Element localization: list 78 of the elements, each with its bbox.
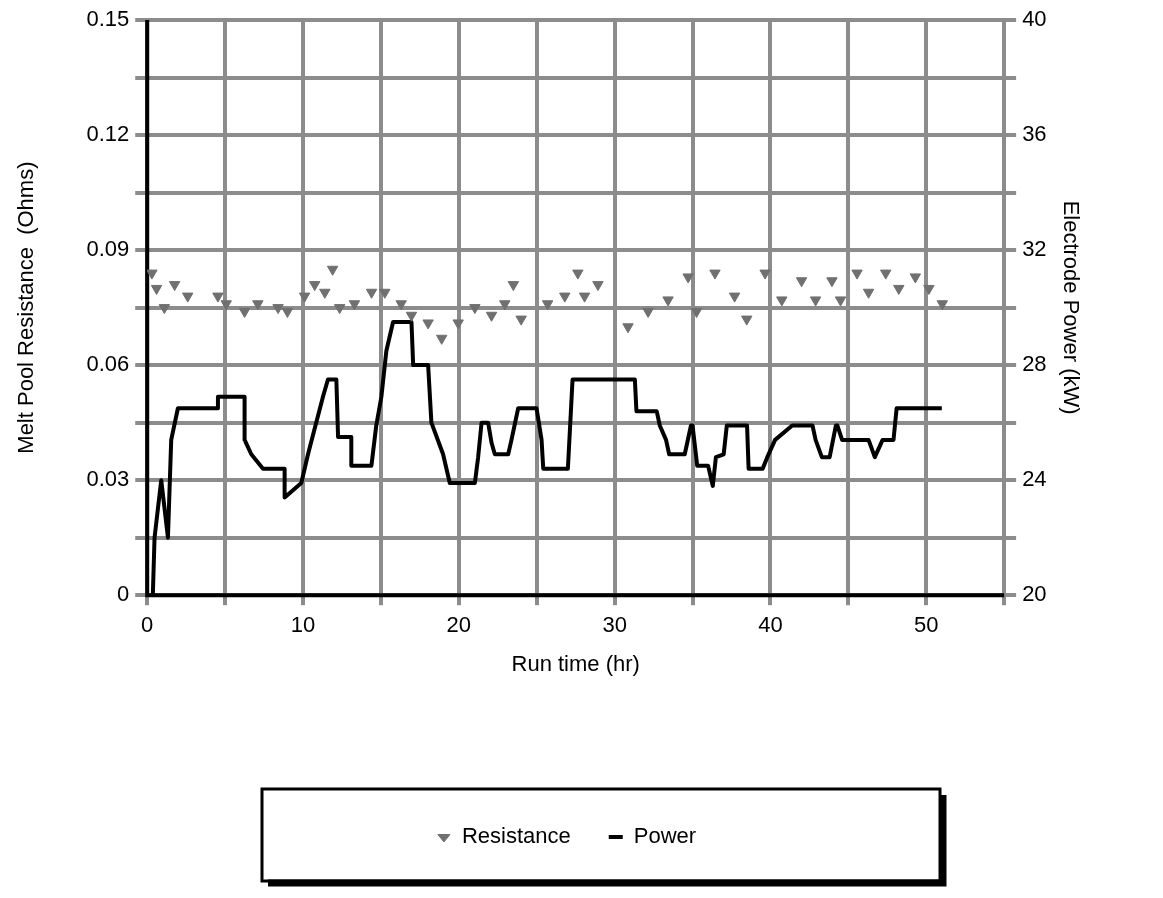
point [834, 296, 847, 307]
point [690, 307, 703, 318]
point [851, 269, 863, 280]
point [728, 292, 741, 303]
point [452, 319, 464, 330]
point [682, 273, 694, 284]
x-tick-label: 0 [141, 612, 154, 638]
x-axis-title: Run time (hr) [511, 650, 640, 676]
point [776, 296, 788, 307]
x-tick-label: 20 [446, 612, 472, 638]
point [795, 277, 808, 288]
y2-tick-label: 24 [1022, 466, 1047, 492]
point [319, 288, 331, 299]
x-tick-label: 30 [602, 612, 627, 638]
x-tick-label: 50 [913, 612, 939, 638]
point [281, 307, 294, 318]
point [365, 288, 378, 299]
y2-tick-label: 32 [1022, 236, 1047, 262]
point [893, 284, 905, 295]
x-tick-label: 10 [290, 612, 316, 638]
y2-tick-label: 40 [1022, 6, 1047, 32]
x-tick-label: 40 [758, 612, 783, 638]
point [379, 288, 391, 299]
y-tick-label: 0.15 [86, 6, 130, 32]
point [709, 269, 721, 280]
point [158, 304, 171, 315]
point [662, 296, 674, 307]
point [422, 319, 434, 330]
point [759, 269, 771, 280]
y2-axis-title: Electrode Power (kW) [1058, 200, 1084, 415]
point [182, 292, 194, 303]
point [485, 311, 498, 322]
y2-tick-label: 28 [1022, 351, 1047, 377]
y-tick-label: 0.12 [86, 121, 130, 147]
point [592, 281, 604, 292]
point [469, 304, 481, 315]
point [326, 265, 339, 276]
point [642, 307, 654, 318]
point [252, 300, 264, 311]
point [809, 296, 822, 307]
point [499, 300, 511, 311]
y-tick-label: 0.06 [86, 351, 130, 377]
point [272, 304, 284, 315]
point [923, 284, 935, 295]
point [309, 281, 321, 292]
point [936, 300, 948, 311]
point [212, 292, 224, 303]
point [559, 292, 571, 303]
point [741, 315, 753, 326]
point [405, 311, 418, 322]
point [622, 323, 634, 334]
point [220, 300, 232, 311]
point [541, 300, 554, 311]
legend-label: Resistance [461, 823, 571, 849]
point [880, 269, 892, 280]
point [515, 315, 527, 326]
legend-label: Power [633, 823, 697, 849]
point [150, 284, 163, 295]
point [572, 269, 584, 280]
point [862, 288, 875, 299]
y2-tick-label: 20 [1022, 581, 1047, 607]
point [333, 304, 346, 315]
y-tick-label: 0.09 [86, 236, 130, 262]
point [909, 273, 922, 284]
point [395, 300, 407, 311]
point [298, 292, 311, 303]
point [168, 281, 181, 292]
point [507, 281, 520, 292]
y-tick-label: 0 [116, 581, 130, 607]
y-tick-label: 0.03 [86, 466, 130, 492]
point [578, 292, 591, 303]
point [435, 334, 448, 345]
point [238, 307, 251, 318]
y2-tick-label: 36 [1022, 121, 1047, 147]
point [348, 300, 361, 311]
y-axis-title: Melt Pool Resistance (Ohms) [13, 161, 39, 454]
point [147, 269, 158, 280]
point [826, 277, 838, 288]
